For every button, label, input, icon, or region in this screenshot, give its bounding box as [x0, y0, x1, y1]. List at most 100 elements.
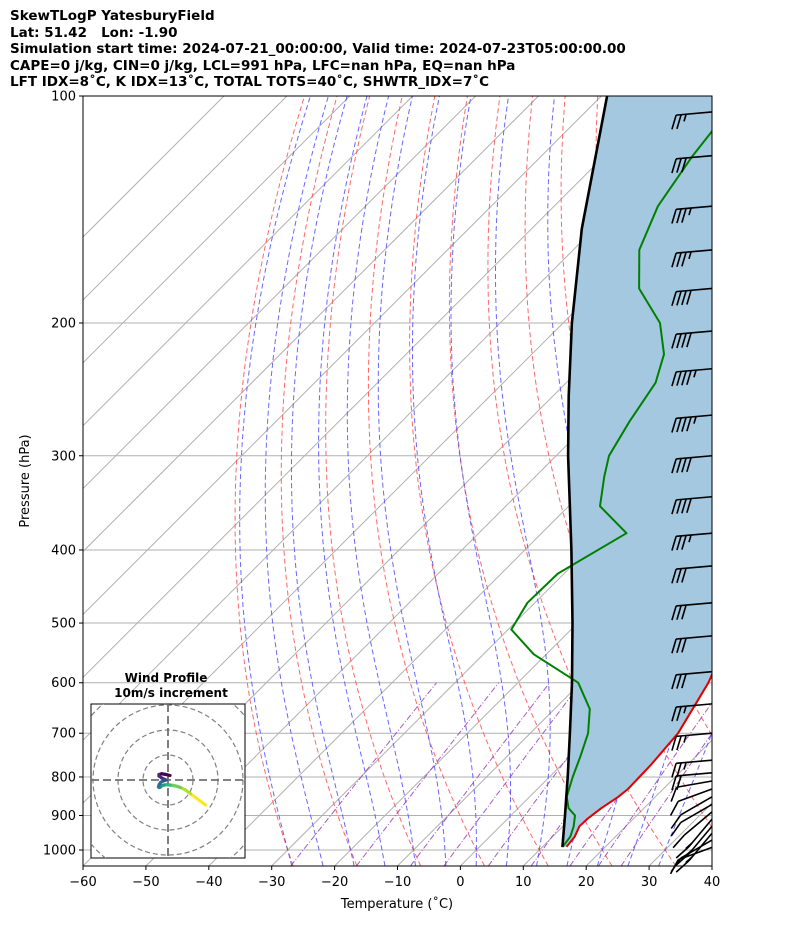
y-tick-label: 1000	[43, 844, 76, 859]
barb-staff	[676, 532, 713, 538]
barb-flag	[671, 568, 677, 584]
profile-lines	[510, 96, 712, 848]
barb-staff	[676, 732, 713, 738]
barb-flag	[676, 417, 682, 433]
barb-half-flag	[685, 856, 693, 864]
station-title: SkewTLogP YatesburyField	[10, 8, 215, 24]
barb-flag	[676, 290, 682, 306]
barb-staff	[677, 788, 713, 803]
dry-adiabat	[325, 96, 422, 866]
wind-barb	[671, 111, 713, 130]
barb-staff	[676, 330, 713, 336]
isotherm-gridline	[83, 96, 539, 553]
barb-flag	[686, 498, 692, 514]
hodograph-subtitle: 10m/s increment	[114, 686, 228, 700]
barb-flag	[670, 821, 682, 837]
mixing-ratio-line	[290, 682, 437, 866]
barb-staff	[676, 759, 713, 765]
barb-flag	[681, 417, 687, 432]
isotherm-gridline	[83, 96, 414, 427]
dry-adiabat	[409, 96, 549, 866]
barb-flag	[676, 371, 682, 386]
y-tick-label: 900	[51, 809, 76, 824]
x-tick-label: 30	[641, 875, 658, 890]
barb-flag	[676, 775, 682, 790]
moist-adiabat	[377, 96, 447, 866]
dry-adiabat	[761, 96, 794, 866]
wind-barb	[671, 414, 713, 433]
barb-staff	[688, 832, 713, 862]
wind-barbs	[669, 111, 713, 875]
mixing-ratio-line	[597, 701, 712, 866]
y-tick-label: 300	[51, 449, 76, 464]
barb-flag	[671, 775, 677, 791]
barb-flag	[671, 605, 677, 621]
barb-flag	[671, 736, 677, 751]
barb-flag	[686, 457, 692, 473]
barb-flag	[671, 536, 677, 551]
barb-staff	[676, 703, 713, 708]
wind-barb	[671, 670, 713, 690]
x-tick-label: −10	[384, 875, 411, 890]
wind-barb	[670, 803, 713, 837]
moist-adiabat	[346, 96, 416, 866]
barb-flag	[670, 786, 678, 802]
wind-barb	[671, 635, 713, 654]
isotherm-gridline	[83, 96, 602, 616]
barb-flag	[686, 416, 692, 432]
isotherm-gridline	[83, 96, 665, 679]
barb-staff	[676, 414, 713, 420]
barb-staff	[676, 111, 713, 116]
barb-flag	[671, 291, 677, 307]
hodograph-segment	[164, 772, 172, 778]
isotherm-gridline	[711, 865, 712, 866]
barb-flag	[671, 371, 677, 387]
barb-flag	[686, 332, 692, 348]
barb-flag	[671, 209, 677, 224]
wind-barb	[671, 367, 713, 387]
x-tick-label: 0	[456, 875, 464, 890]
barb-flag	[676, 333, 682, 349]
wind-barb	[672, 811, 713, 849]
barb-flag	[681, 370, 687, 386]
wind-barb	[670, 839, 713, 873]
barb-flag	[671, 333, 677, 349]
barb-flag	[672, 834, 686, 849]
barb-flag	[671, 499, 677, 515]
barb-flag	[681, 333, 687, 348]
x-tick-label: −40	[195, 875, 222, 890]
wind-barb	[671, 601, 713, 621]
barb-staff	[676, 154, 713, 160]
isotherm-gridline	[145, 299, 712, 866]
wind-barb	[671, 772, 713, 791]
barb-flag	[669, 800, 679, 816]
barb-flag	[676, 674, 682, 689]
wind-barb	[671, 565, 713, 584]
y-tick-label: 200	[51, 316, 76, 331]
barb-half-flag	[688, 251, 692, 260]
barb-staff	[676, 495, 713, 501]
barb-flag	[671, 763, 677, 778]
y-tick-label: 700	[51, 727, 76, 742]
barb-flag	[676, 208, 682, 224]
wind-barb	[671, 703, 713, 722]
moist-adiabat	[264, 96, 329, 866]
x-tick-label: 10	[515, 875, 532, 890]
barb-half-flag	[683, 705, 687, 714]
dry-adiabat	[728, 96, 794, 866]
barb-flag	[681, 157, 687, 173]
wind-barb	[671, 454, 713, 474]
barb-flag	[676, 735, 682, 751]
barb-flag	[681, 604, 687, 620]
wind-barb	[670, 780, 713, 802]
wind-barb	[671, 759, 713, 778]
barb-flag	[676, 762, 682, 778]
y-tick-label: 600	[51, 676, 76, 691]
moist-adiabat	[547, 96, 598, 866]
barb-half-flag	[685, 842, 693, 850]
barb-staff	[676, 367, 713, 373]
wind-barb	[671, 205, 713, 224]
barb-flag	[671, 674, 677, 690]
barb-flag	[686, 290, 692, 305]
